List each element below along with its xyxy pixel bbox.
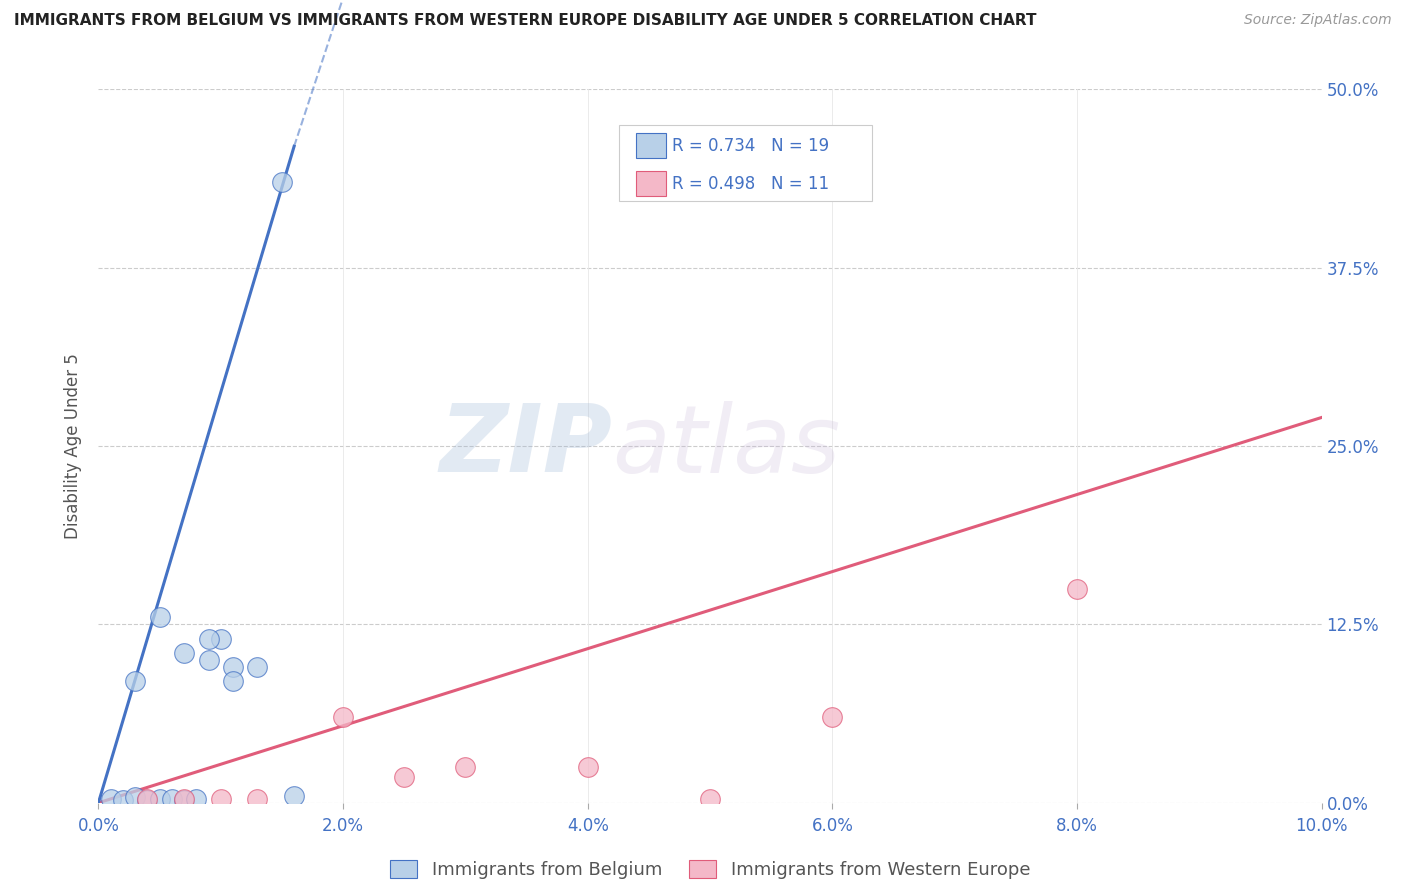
- Point: [149, 791, 172, 805]
- Point: [1066, 582, 1088, 596]
- Text: R = 0.498   N = 11: R = 0.498 N = 11: [672, 175, 830, 193]
- Point: [197, 653, 219, 667]
- Point: [173, 793, 195, 807]
- Point: [699, 791, 721, 805]
- Point: [270, 175, 292, 189]
- Point: [136, 791, 159, 805]
- Point: [173, 646, 195, 660]
- Text: ZIP: ZIP: [439, 400, 612, 492]
- Point: [209, 632, 232, 646]
- Text: R = 0.734   N = 19: R = 0.734 N = 19: [672, 136, 830, 155]
- Point: [392, 770, 416, 784]
- Y-axis label: Disability Age Under 5: Disability Age Under 5: [65, 353, 83, 539]
- Point: [454, 760, 477, 774]
- Point: [576, 760, 599, 774]
- Text: atlas: atlas: [612, 401, 841, 491]
- Point: [209, 791, 232, 805]
- Point: [197, 632, 219, 646]
- Point: [283, 789, 305, 803]
- Point: [222, 660, 245, 674]
- Text: IMMIGRANTS FROM BELGIUM VS IMMIGRANTS FROM WESTERN EUROPE DISABILITY AGE UNDER 5: IMMIGRANTS FROM BELGIUM VS IMMIGRANTS FR…: [14, 13, 1036, 29]
- Text: Source: ZipAtlas.com: Source: ZipAtlas.com: [1244, 13, 1392, 28]
- Point: [246, 660, 269, 674]
- Point: [149, 610, 172, 624]
- Point: [246, 791, 269, 805]
- Point: [100, 791, 122, 805]
- Point: [173, 791, 195, 805]
- Point: [186, 791, 208, 805]
- Point: [160, 791, 183, 805]
- Point: [124, 790, 146, 805]
- Point: [222, 674, 245, 689]
- Point: [111, 793, 134, 807]
- Point: [821, 710, 844, 724]
- Point: [124, 674, 146, 689]
- Point: [136, 793, 159, 807]
- Legend: Immigrants from Belgium, Immigrants from Western Europe: Immigrants from Belgium, Immigrants from…: [382, 853, 1038, 887]
- Point: [332, 710, 354, 724]
